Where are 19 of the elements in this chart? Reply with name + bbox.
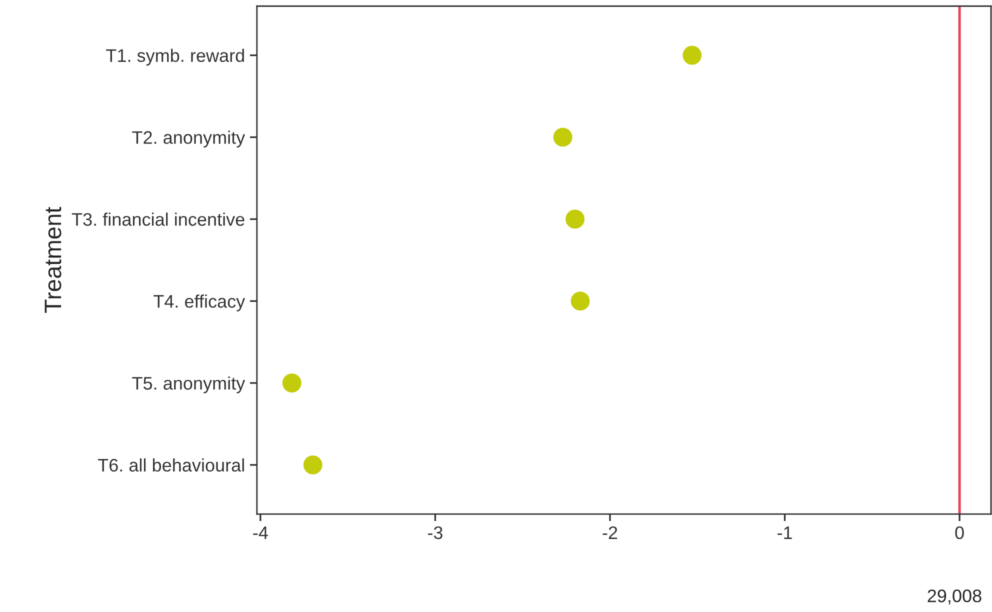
y-tick-label: T2. anonymity: [132, 130, 246, 148]
point: [570, 292, 590, 311]
x-tick-label: -2: [602, 526, 618, 539]
point: [682, 46, 702, 65]
y-axis-title: Treatment: [44, 206, 62, 313]
y-tick-label: T5. anonymity: [132, 376, 246, 394]
text: 29,008: [928, 590, 982, 604]
y-tick-label: T4. efficacy: [154, 294, 246, 312]
point: [566, 210, 585, 229]
y-tick-label: T1. symb. reward: [106, 48, 244, 66]
x-tick-label: -3: [428, 526, 442, 540]
point: [282, 374, 302, 392]
point: [553, 128, 572, 147]
x-tick-label: -4: [253, 526, 268, 539]
x-tick-label: 0: [955, 526, 964, 540]
y-tick-label: T6. all behavioural: [98, 458, 244, 472]
point: [303, 455, 322, 474]
y-tick-label: T3. financial incentive: [72, 212, 244, 226]
x-tick-label: -1: [778, 526, 792, 539]
